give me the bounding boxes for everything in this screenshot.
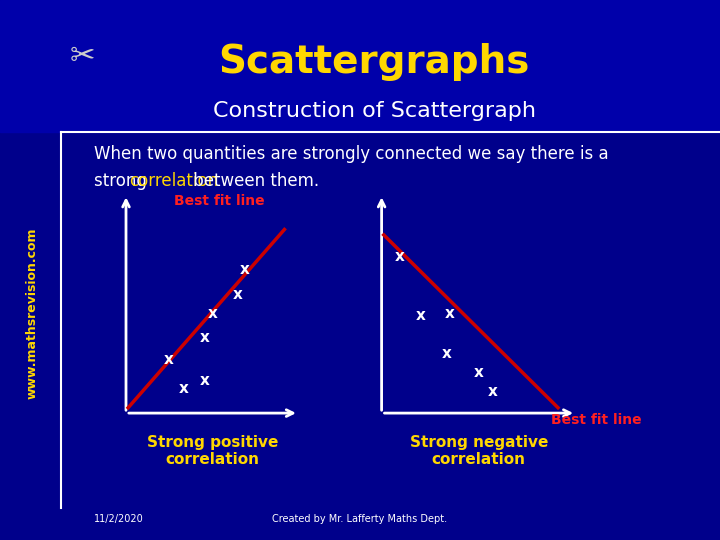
Text: x: x	[200, 373, 210, 388]
Text: Scattergraphs: Scattergraphs	[219, 43, 530, 81]
Text: x: x	[445, 306, 455, 321]
Bar	[0, 0, 720, 132]
Text: x: x	[474, 365, 484, 380]
Text: Strong positive
correlation: Strong positive correlation	[147, 435, 278, 467]
Text: Strong negative
correlation: Strong negative correlation	[410, 435, 548, 467]
Text: x: x	[395, 249, 405, 264]
Text: x: x	[240, 262, 250, 278]
Text: x: x	[441, 346, 451, 361]
Text: x: x	[233, 287, 243, 302]
Text: www.mathsrevision.com: www.mathsrevision.com	[25, 227, 38, 399]
Text: x: x	[179, 381, 189, 396]
Text: Best fit line: Best fit line	[174, 194, 265, 208]
Text: x: x	[416, 308, 426, 323]
Text: x: x	[207, 306, 217, 321]
Text: strong: strong	[94, 172, 152, 190]
Text: x: x	[200, 330, 210, 345]
Text: When two quantities are strongly connected we say there is a: When two quantities are strongly connect…	[94, 145, 608, 163]
Text: correlation: correlation	[129, 172, 218, 190]
Text: Best fit line: Best fit line	[551, 413, 642, 427]
Text: ✂: ✂	[70, 42, 96, 71]
Text: x: x	[488, 384, 498, 399]
Text: between them.: between them.	[188, 172, 319, 190]
Text: Construction of Scattergraph: Construction of Scattergraph	[213, 100, 536, 121]
Text: x: x	[164, 352, 174, 367]
Text: Created by Mr. Lafferty Maths Dept.: Created by Mr. Lafferty Maths Dept.	[272, 515, 448, 524]
Text: 11/2/2020: 11/2/2020	[94, 515, 143, 524]
